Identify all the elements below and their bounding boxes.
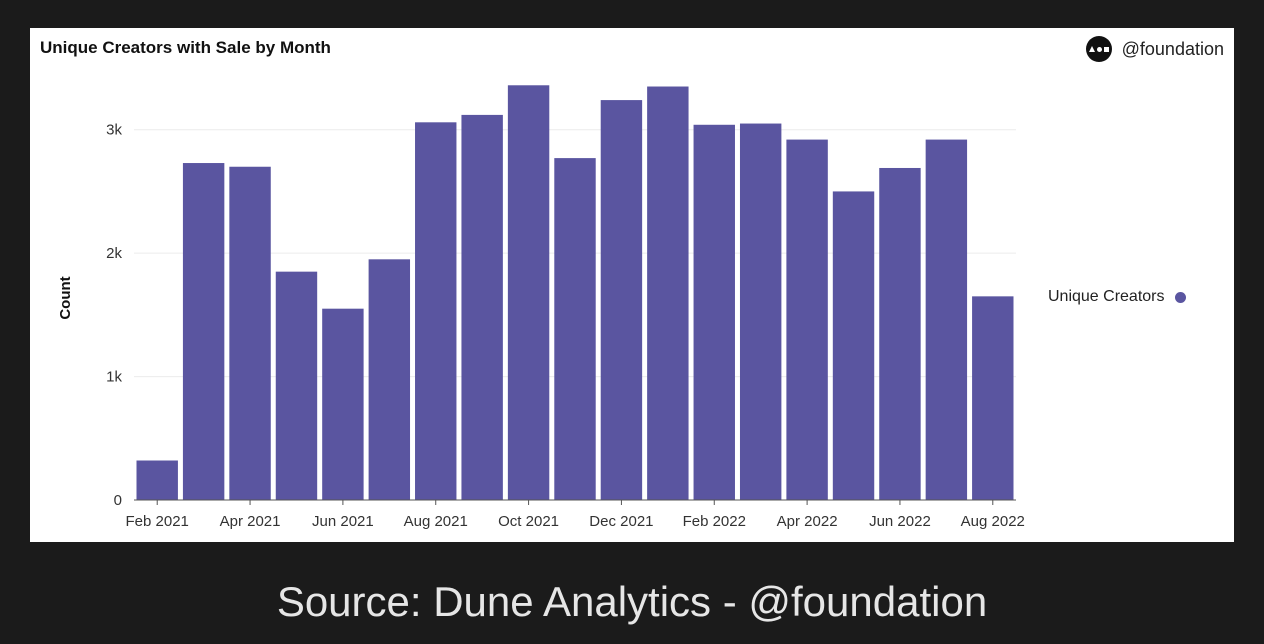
bar	[925, 139, 968, 500]
x-tick-label: Aug 2021	[404, 513, 468, 530]
bar	[832, 191, 875, 500]
bar-chart: 0 1k 2k 3k Feb 2021 Apr 2021 Jun 2021 Aug 2021 O…	[57, 85, 1025, 530]
chart-title: Unique Creators with Sale by Month	[40, 38, 331, 57]
x-tick-label: Apr 2022	[777, 513, 838, 530]
x-tick-label: Dec 2021	[589, 513, 653, 530]
x-tick-label: Jun 2021	[312, 513, 374, 530]
bar	[786, 139, 828, 500]
bar	[879, 167, 921, 500]
bar	[136, 460, 178, 500]
y-tick-label: 1k	[106, 369, 122, 386]
y-tick-label: 2k	[106, 245, 122, 262]
bar	[972, 296, 1014, 500]
x-tick-label: Jun 2022	[869, 513, 931, 530]
chart-card: Unique Creators with Sale by Month @foun…	[30, 28, 1234, 542]
bar	[461, 114, 503, 500]
foundation-logo-icon	[1085, 36, 1112, 62]
x-tick-label: Aug 2022	[961, 513, 1025, 530]
source-caption: Source: Dune Analytics - @foundation	[276, 578, 988, 625]
bar	[554, 158, 596, 501]
bar	[182, 163, 225, 501]
x-tick-label: Apr 2021	[220, 513, 281, 530]
legend[interactable]: Unique Creators	[1048, 288, 1186, 306]
y-tick-label: 3k	[106, 122, 122, 139]
bar	[275, 271, 318, 500]
brand-handle: @foundation	[1121, 38, 1224, 59]
legend-label: Unique Creators	[1048, 288, 1165, 305]
bar	[693, 124, 735, 500]
bar	[647, 86, 689, 500]
y-tick-label: 0	[114, 492, 122, 509]
bar	[507, 85, 550, 500]
bar	[600, 100, 643, 500]
x-tick-label: Oct 2021	[498, 513, 559, 530]
brand[interactable]: @foundation	[1085, 36, 1224, 62]
bar	[368, 259, 411, 500]
bars	[136, 85, 1014, 501]
x-tick-label: Feb 2021	[126, 513, 189, 530]
bar	[322, 308, 364, 500]
bar	[229, 166, 271, 500]
x-tick-label: Feb 2022	[683, 513, 746, 530]
bar	[415, 122, 457, 501]
axes: 0 1k 2k 3k Feb 2021 Apr 2021 Jun 2021 Aug 2021 O…	[106, 122, 1025, 530]
legend-marker	[1174, 291, 1186, 303]
bar	[739, 123, 782, 501]
y-axis-label: Count	[57, 276, 74, 319]
